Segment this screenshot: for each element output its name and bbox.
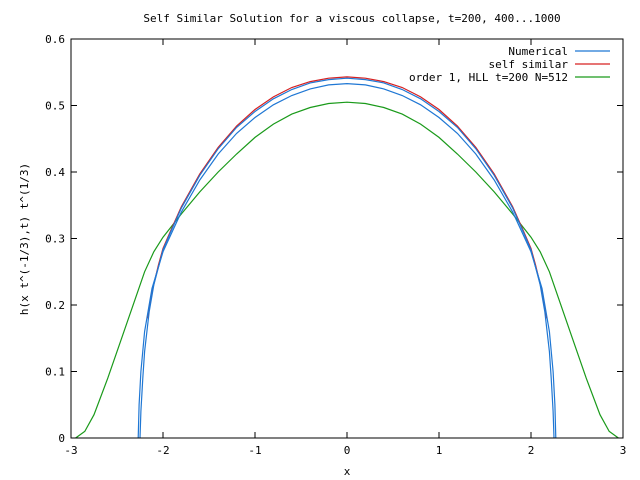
x-tick-label: 1 [436, 444, 443, 457]
legend-label: self similar [489, 58, 569, 71]
x-axis-label: x [344, 465, 351, 478]
axis-ticks: -3 -2 -1 0 1 2 3 0 0.1 0.2 0.3 0.4 0.5 0.6 [45, 33, 626, 457]
y-tick-label: 0.5 [45, 100, 65, 113]
series-line-order-1-hll-t-200-n-512-0 [75, 101, 619, 439]
plot-lines [75, 76, 619, 439]
y-tick-label: 0.2 [45, 299, 65, 312]
x-tick-label: 2 [528, 444, 535, 457]
legend-label: Numerical [508, 45, 568, 58]
x-tick-label: 0 [344, 444, 351, 457]
y-tick-label: 0.1 [45, 366, 65, 379]
y-axis-label: h(x t^(-1/3),t) t^(1/3) [18, 163, 31, 315]
series-line-numerical-1 [137, 82, 557, 439]
series-line-self-similar-0 [146, 76, 548, 319]
y-tick-label: 0.3 [45, 233, 65, 246]
y-tick-label: 0.4 [45, 166, 65, 179]
y-tick-label: 0.6 [45, 33, 65, 46]
series-line-numerical-0 [139, 77, 555, 439]
y-tick-label: 0 [58, 432, 65, 445]
x-tick-label: -3 [64, 444, 77, 457]
chart-title: Self Similar Solution for a viscous coll… [143, 12, 560, 25]
x-tick-label: 3 [620, 444, 627, 457]
legend-label: order 1, HLL t=200 N=512 [409, 71, 568, 84]
x-tick-label: -1 [248, 444, 261, 457]
plot-frame [70, 38, 624, 439]
x-tick-label: -2 [156, 444, 169, 457]
